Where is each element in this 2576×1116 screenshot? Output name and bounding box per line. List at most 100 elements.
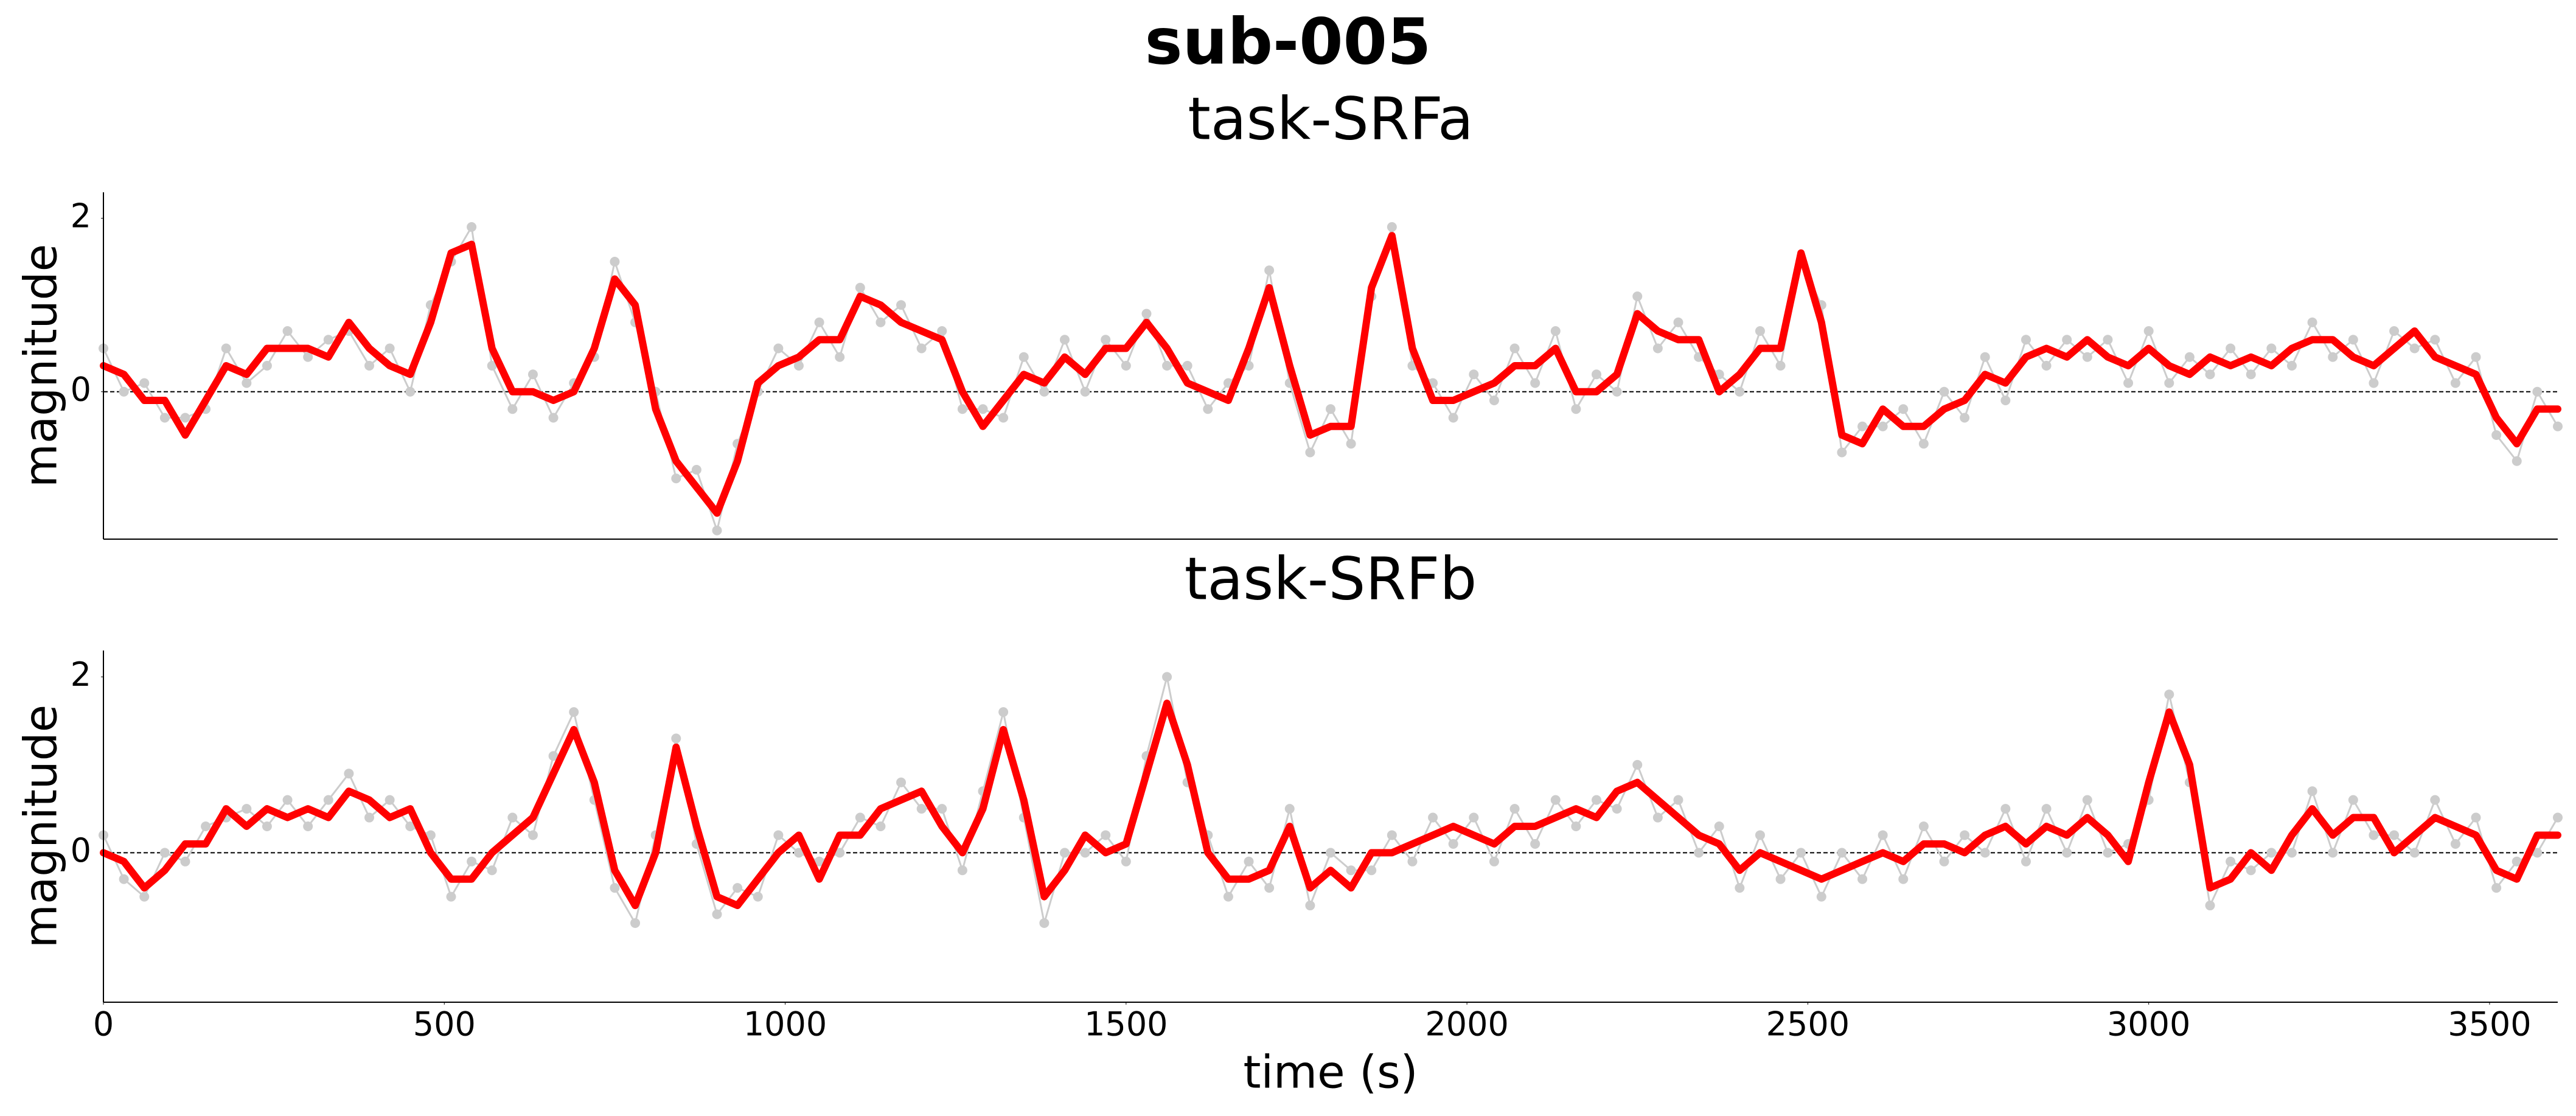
signal-point [896, 300, 907, 310]
signal-point [1960, 830, 1970, 840]
signal-point [2450, 839, 2460, 849]
signal-point [814, 856, 824, 867]
signal-point [1878, 421, 1888, 431]
x-tick-label: 3500 [2448, 1005, 2531, 1044]
signal-point [446, 891, 456, 902]
signal-point [1039, 918, 1050, 928]
signal-point [835, 848, 845, 858]
signal-point [548, 751, 559, 761]
signal-point [1571, 821, 1581, 831]
signal-point [569, 707, 579, 717]
signal-point [2369, 830, 2379, 840]
signal-point [1816, 891, 1826, 902]
signal-point [1509, 343, 1520, 354]
signal-point [1039, 386, 1050, 397]
signal-point [793, 848, 804, 858]
signal-point [1489, 856, 1499, 867]
x-tick-label: 500 [413, 1005, 476, 1044]
signal-point [998, 413, 1009, 423]
signal-point [1878, 830, 1888, 840]
signal-point [2041, 804, 2052, 814]
signal-point [303, 821, 313, 831]
signal-point [2491, 430, 2502, 440]
signal-point [2512, 456, 2522, 466]
signal-point [957, 404, 967, 414]
signal-point [691, 465, 701, 475]
signal-point [1489, 396, 1499, 405]
signal-point [2000, 396, 2011, 405]
signal-point [1448, 839, 1458, 849]
signal-point [139, 891, 150, 902]
signal-point [1775, 874, 1786, 884]
signal-point [773, 343, 784, 354]
signal-point [467, 856, 477, 867]
signal-point [1918, 821, 1929, 831]
signal-point [364, 361, 375, 371]
signal-point [242, 804, 252, 814]
signal-point [2389, 830, 2400, 840]
signal-point [2103, 335, 2113, 345]
signal-point [139, 378, 150, 388]
signal-point [2532, 848, 2543, 858]
signal-point [2553, 812, 2563, 823]
signal-point [937, 326, 947, 336]
signal-point [2307, 786, 2317, 797]
signal-point [855, 282, 865, 293]
signal-point [1632, 291, 1643, 301]
signal-point [303, 352, 313, 362]
signal-point [1305, 447, 1315, 458]
signal-point [119, 874, 129, 884]
signal-point [2123, 378, 2134, 388]
signal-point [2471, 352, 2481, 362]
signal-point [2286, 361, 2297, 371]
signal-point [1960, 413, 1970, 423]
signal-point [1326, 848, 1335, 858]
signal-point [2348, 335, 2358, 345]
signal-point [221, 343, 231, 354]
signal-point [2103, 848, 2113, 858]
signal-point [793, 361, 804, 371]
signal-point [1939, 386, 1949, 397]
signal-point [1755, 326, 1765, 336]
signal-point [2246, 865, 2256, 876]
signal-point [1264, 883, 1275, 893]
signal-point [2226, 856, 2236, 867]
signal-point [385, 795, 395, 805]
signal-point [262, 361, 272, 371]
signal-point [1284, 804, 1295, 814]
signal-point [2205, 369, 2215, 380]
figure-title: sub-005 [1145, 4, 1432, 78]
signal-point [712, 909, 722, 919]
signal-point [2430, 795, 2440, 805]
signal-point [1059, 848, 1070, 858]
signal-point [180, 856, 190, 867]
x-tick-label: 1000 [743, 1005, 827, 1044]
signal-point [835, 352, 845, 362]
x-axis-label: time (s) [1243, 1047, 1418, 1099]
signal-point [1059, 335, 1070, 345]
signal-point [1101, 830, 1111, 840]
x-tick-label: 3000 [2107, 1005, 2190, 1044]
signal-point [1509, 804, 1520, 814]
signal-point [1714, 821, 1724, 831]
signal-point [527, 830, 538, 840]
signal-point [1121, 361, 1131, 371]
signal-point [1080, 386, 1090, 397]
signal-point [1898, 404, 1909, 414]
signal-point [814, 317, 824, 327]
signal-point [610, 257, 620, 267]
signal-point [1796, 848, 1806, 858]
signal-point [159, 848, 170, 858]
signal-point [1673, 317, 1683, 327]
y-tick-label: 2 [71, 655, 91, 694]
signal-point [896, 777, 907, 787]
signal-point [1755, 830, 1765, 840]
y-tick-label: 0 [71, 370, 91, 408]
signal-point [1203, 404, 1213, 414]
signal-point [405, 386, 416, 397]
signal-point [262, 821, 272, 831]
signal-point [2082, 795, 2092, 805]
signal-point [875, 317, 886, 327]
signal-point [180, 413, 190, 423]
signal-point [753, 891, 763, 902]
